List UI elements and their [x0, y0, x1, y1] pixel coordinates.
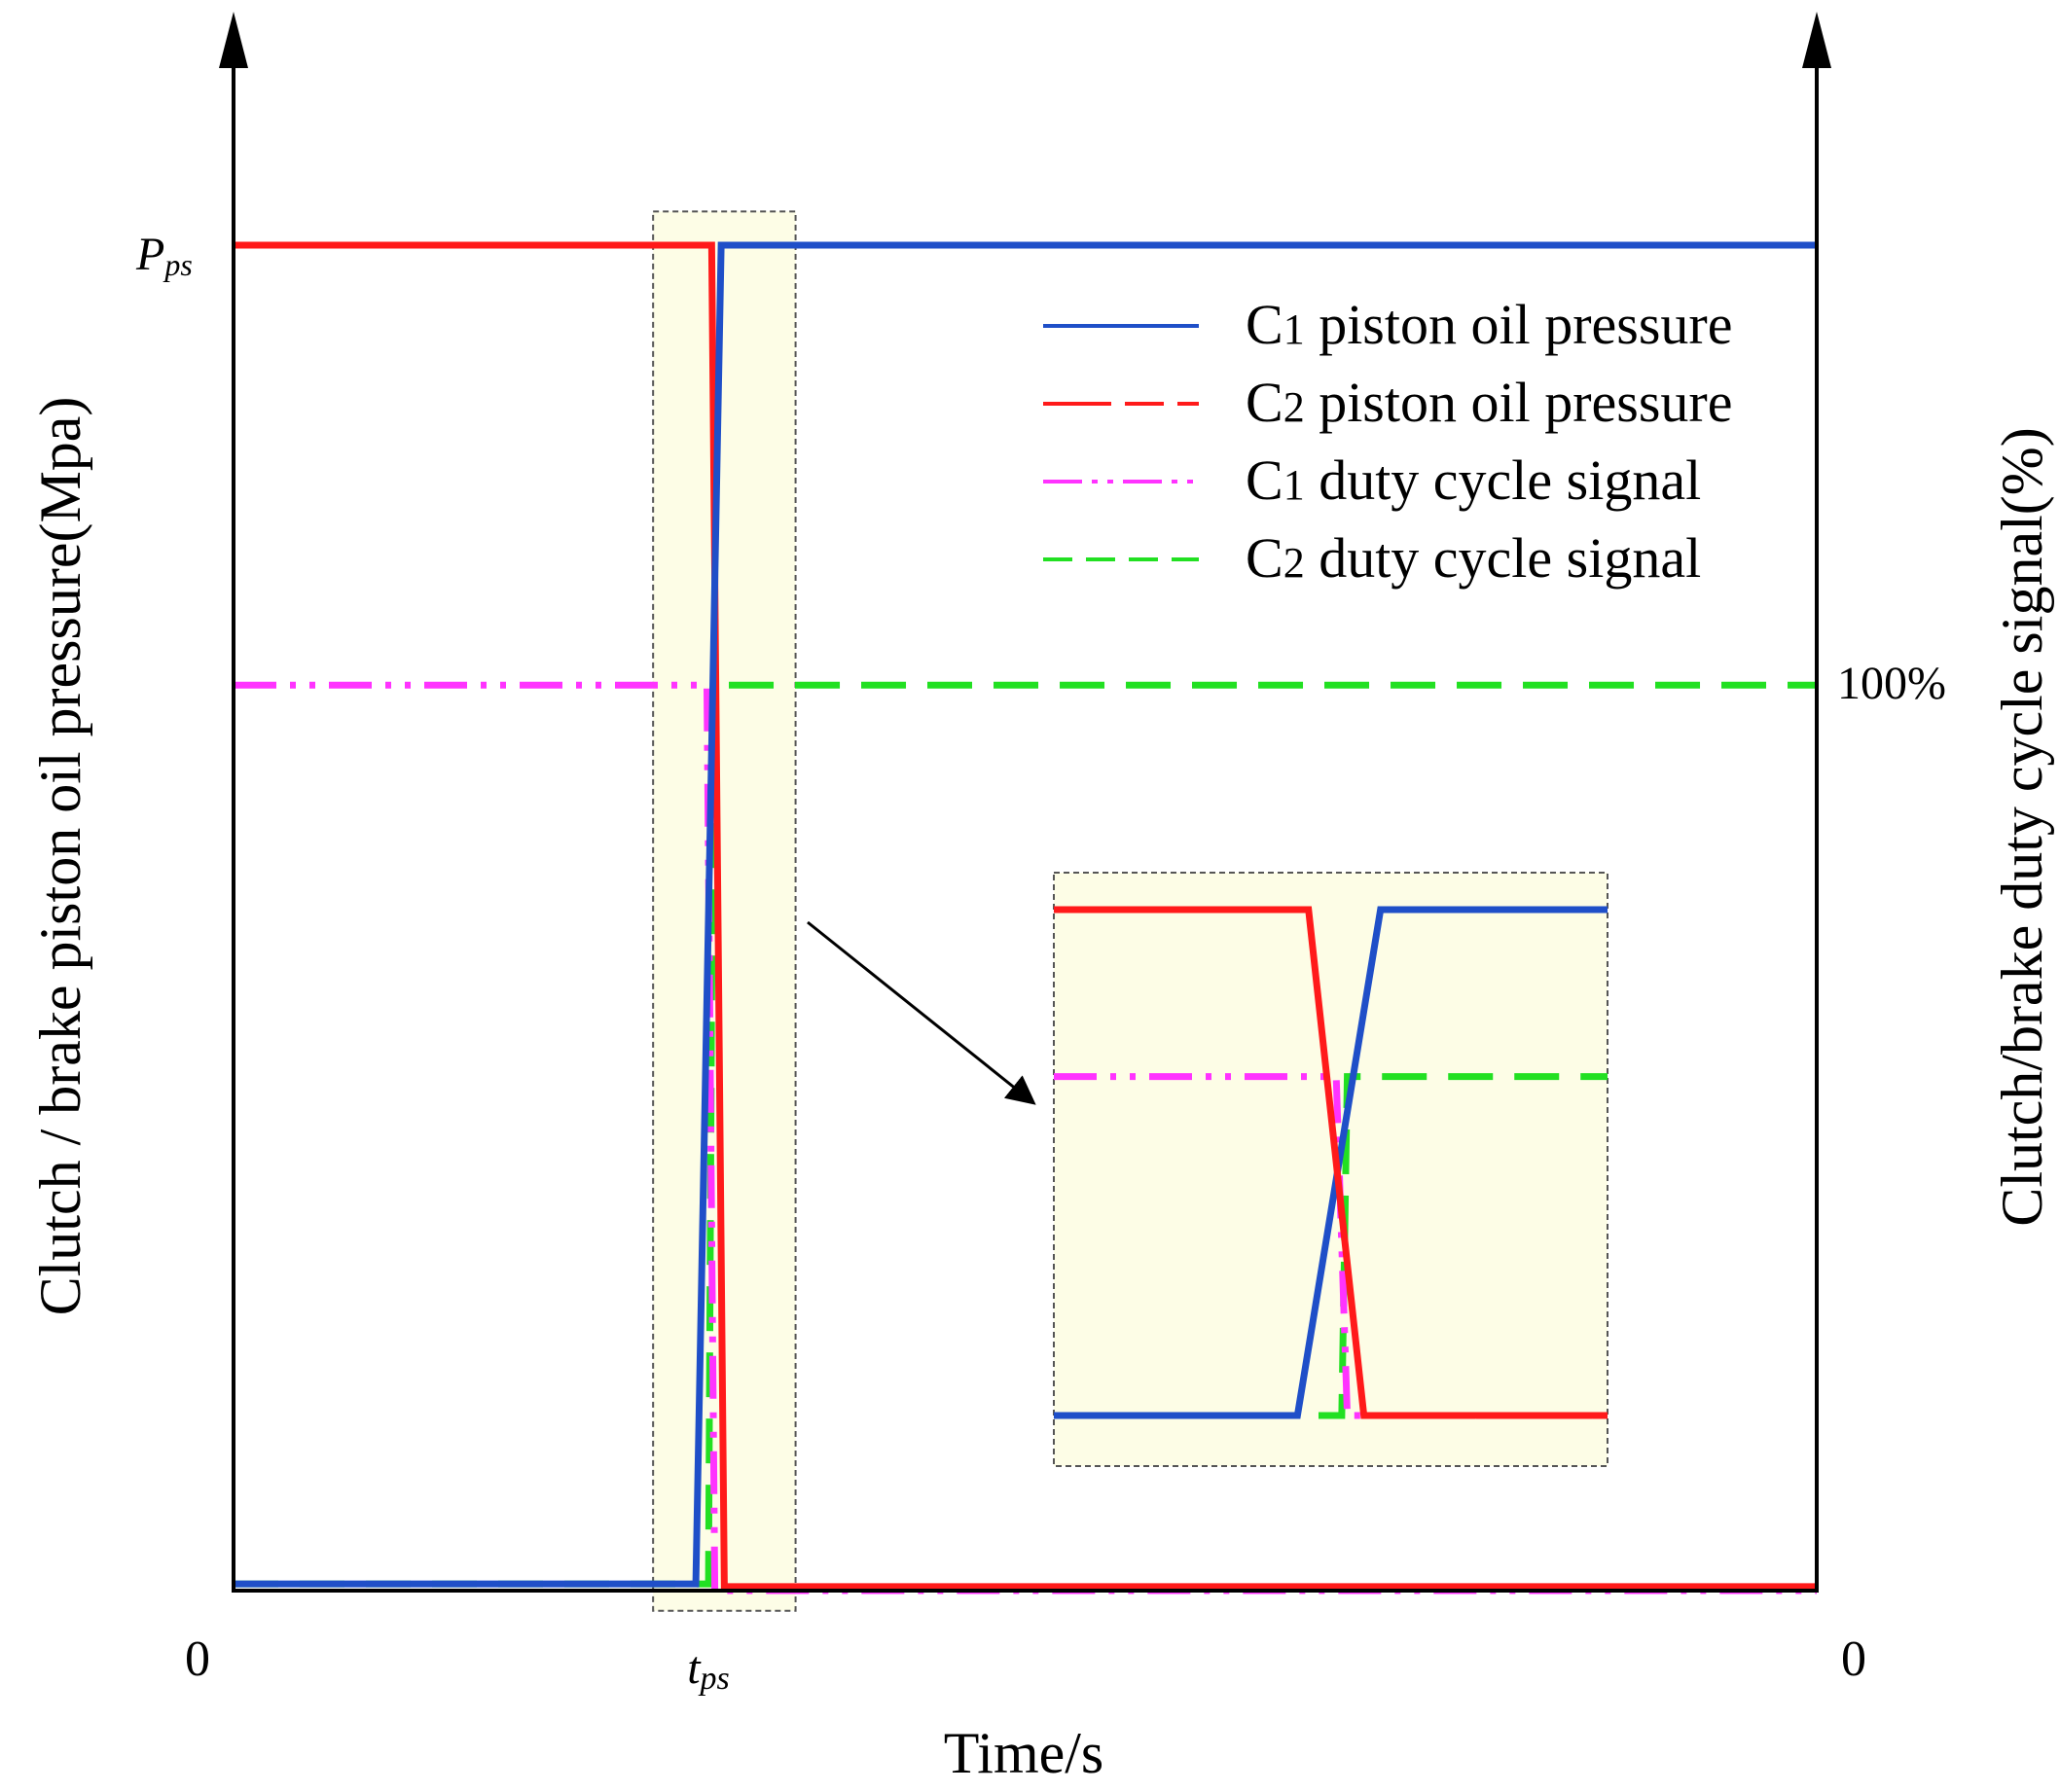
x-marker-label: tps [687, 1642, 730, 1697]
legend-label-main-4: C [1246, 526, 1283, 590]
legend-label-sub-3: 1 [1283, 461, 1305, 509]
zoom-pointer-arrow [807, 920, 1036, 1105]
right-tick-100: 100% [1837, 658, 1946, 709]
legend-label-4: C2 duty cycle signal [1246, 526, 1701, 590]
legend-label-rest-1: piston oil pressure [1305, 293, 1733, 356]
legend-label-main-2: C [1246, 371, 1283, 434]
x-marker-main: t [687, 1642, 702, 1694]
legend-label-rest-2: piston oil pressure [1305, 371, 1733, 434]
inset-line-c2 [1054, 906, 1608, 1419]
legend-label-2: C2 piston oil pressure [1246, 371, 1732, 434]
legend-label-sub-2: 2 [1283, 383, 1305, 431]
inset-frame [1053, 872, 1608, 1467]
y-marker-main: P [135, 229, 164, 280]
left-axis-arrow [219, 12, 248, 68]
inset-zoom-panel [1053, 872, 1608, 1467]
x-origin-label: 0 [185, 1631, 210, 1687]
legend-label-main-3: C [1246, 448, 1283, 512]
left-axis-title: Clutch / brake piston oil pressure(Mpa) [28, 397, 92, 1316]
y-marker-label: Pps [135, 229, 193, 282]
legend-label-rest-3: duty cycle signal [1305, 448, 1702, 512]
legend-label-sub-4: 2 [1283, 539, 1305, 587]
right-axis-title: Clutch/brake duty cycle signal(%) [1990, 427, 2054, 1226]
legend-label-3: C1 duty cycle signal [1246, 448, 1701, 512]
legend-label-rest-4: duty cycle signal [1305, 526, 1702, 590]
right-origin-label: 0 [1841, 1631, 1866, 1687]
y-marker-sub: ps [163, 247, 192, 282]
x-marker-sub: ps [699, 1661, 730, 1697]
legend-label-1: C1 piston oil pressure [1246, 293, 1732, 356]
series-line-c1-piston-oil-pressure [234, 241, 1817, 1588]
legend-label-main-1: C [1246, 293, 1283, 356]
series-line-c2-piston-oil-pressure [234, 241, 1817, 1591]
right-axis-arrow [1802, 12, 1831, 68]
x-axis-title: Time/s [944, 1721, 1104, 1785]
legend-label-sub-1: 1 [1283, 305, 1305, 353]
